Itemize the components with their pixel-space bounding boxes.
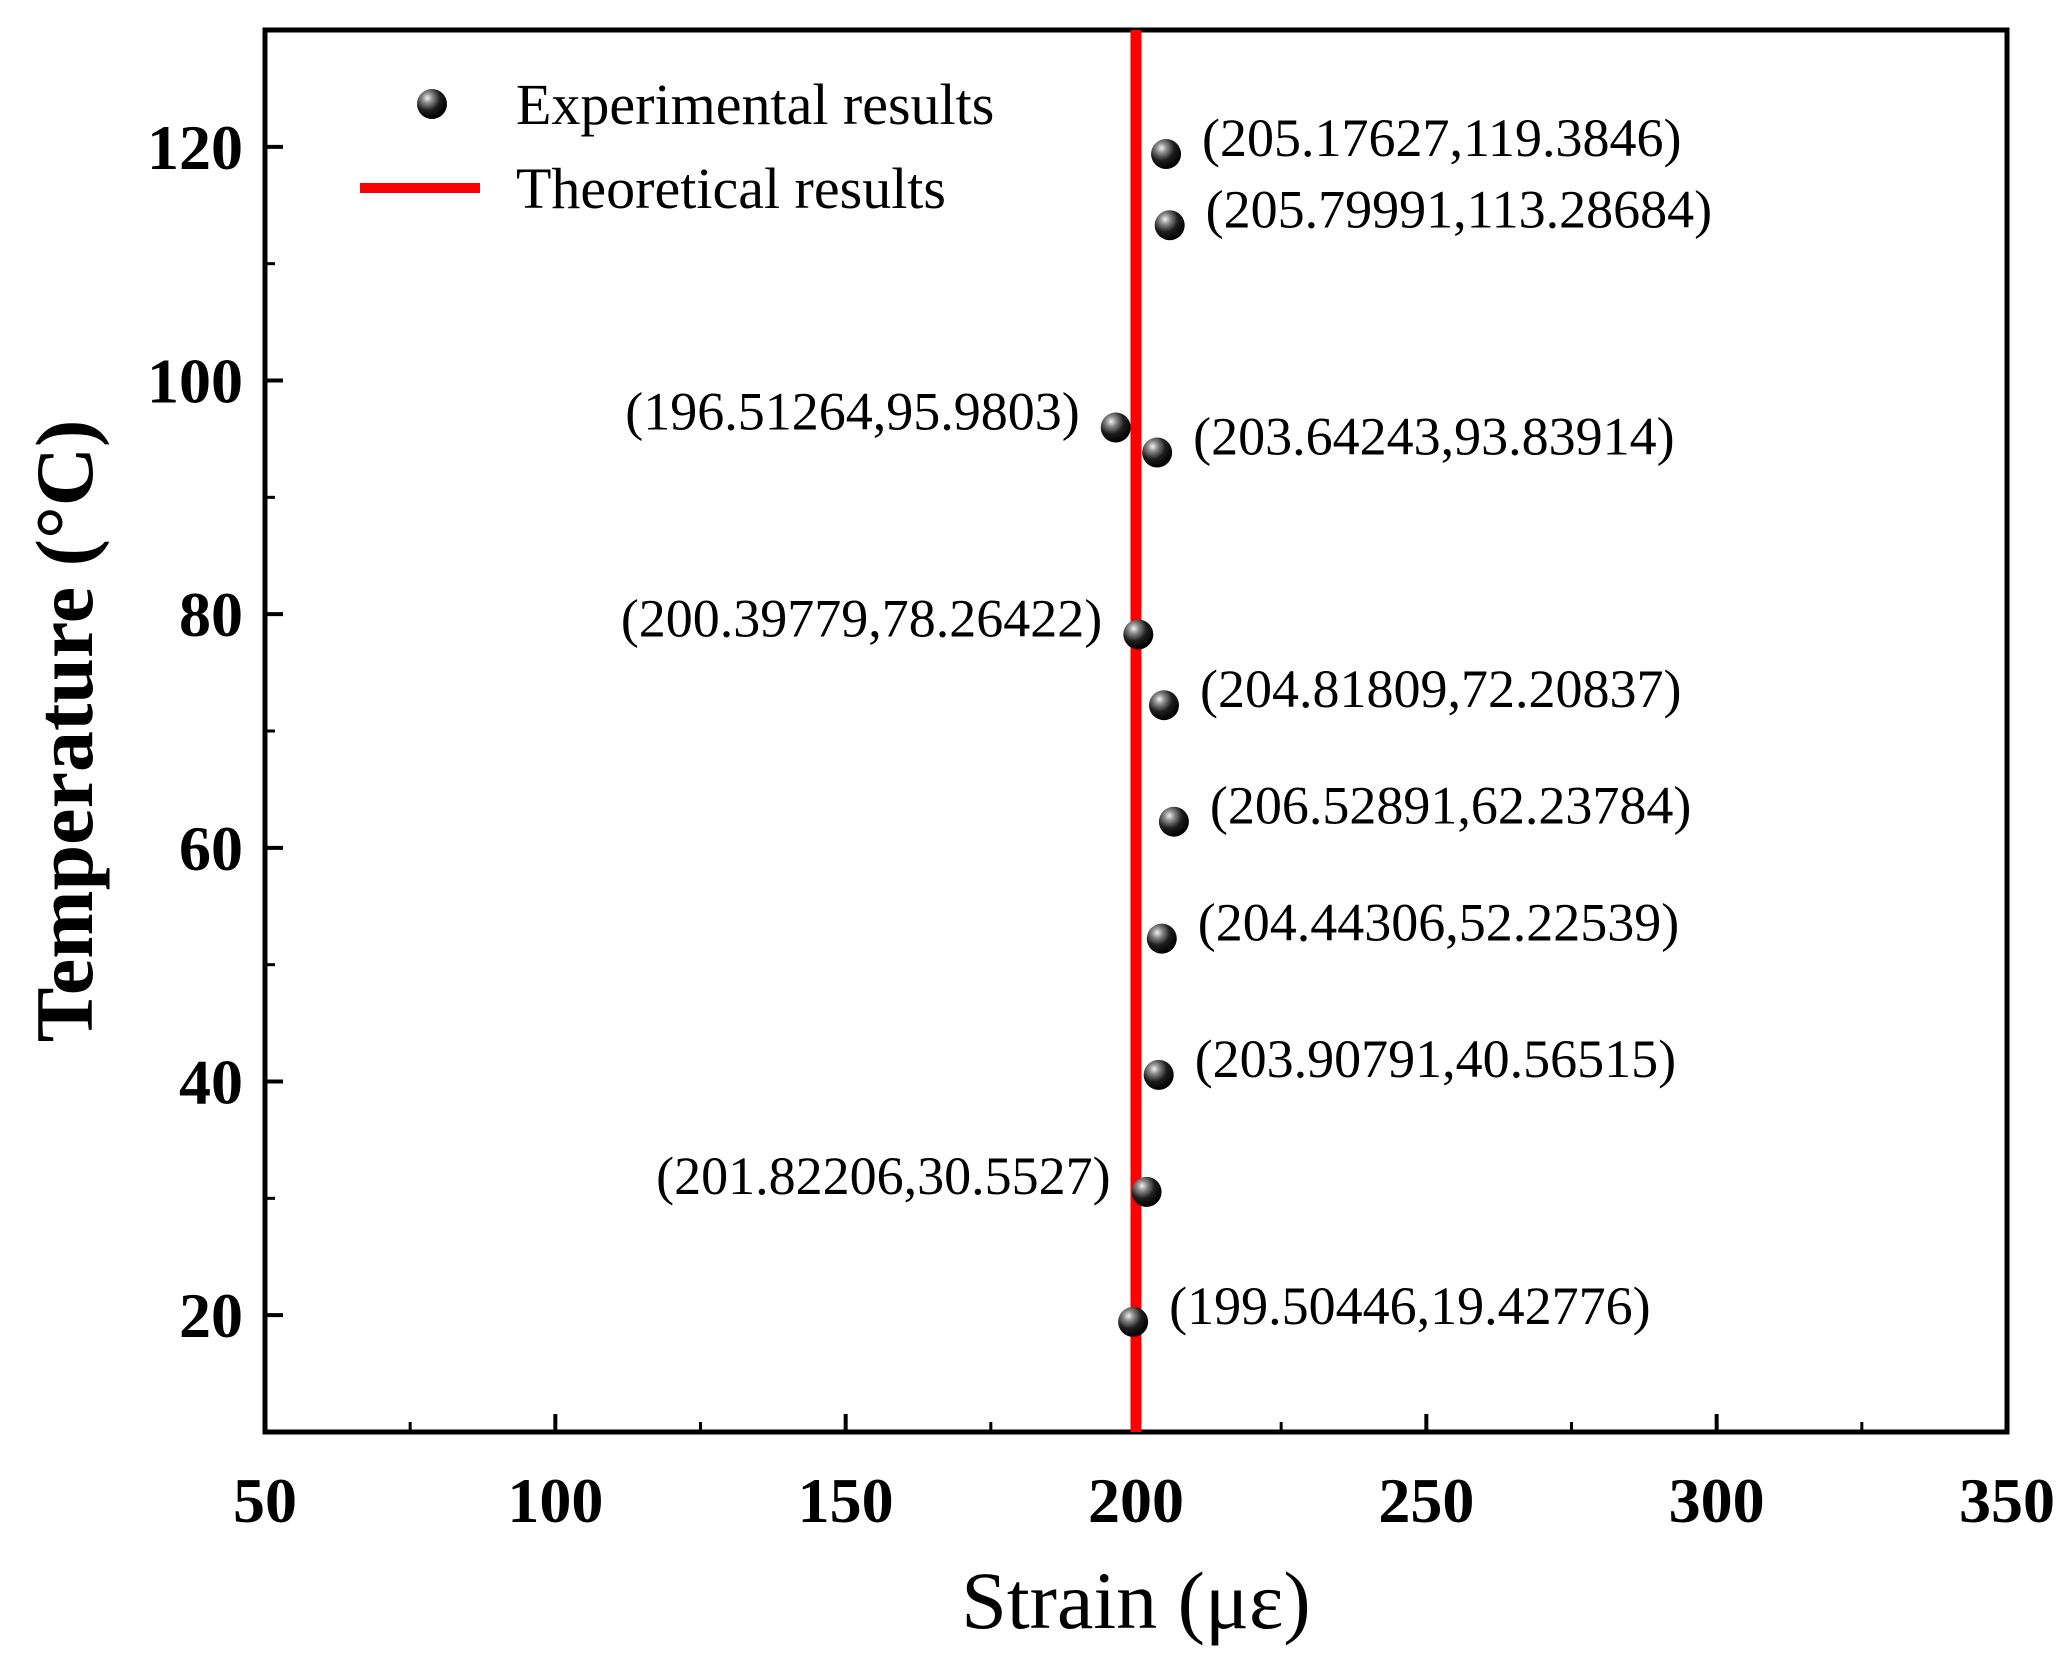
data-point-label: (200.39779,78.26422) xyxy=(621,588,1102,648)
experimental-points-layer xyxy=(1100,139,1189,1337)
y-tick-label: 60 xyxy=(179,813,243,884)
y-tick-label: 100 xyxy=(147,346,243,417)
data-point-label: (199.50446,19.42776) xyxy=(1169,1276,1650,1336)
data-point-label: (204.81809,72.20837) xyxy=(1200,659,1681,719)
x-axis-title: Strain (με) xyxy=(961,1555,1310,1646)
legend: Experimental results Theoretical results xyxy=(360,72,994,221)
y-axis-title: Temperature (°C) xyxy=(19,420,110,1043)
y-tick-label: 120 xyxy=(147,112,243,183)
point-labels-layer: (199.50446,19.42776) (201.82206,30.5527) (… xyxy=(621,108,1712,1336)
data-point-label: (204.44306,52.22539) xyxy=(1198,893,1679,953)
data-point-label: (203.90791,40.56515) xyxy=(1195,1029,1676,1089)
data-point xyxy=(1143,1059,1174,1090)
legend-marker-experimental xyxy=(417,89,447,119)
x-tick-label: 250 xyxy=(1378,1465,1474,1536)
data-point xyxy=(1158,806,1189,837)
data-point-label: (205.79991,113.28684) xyxy=(1206,179,1712,239)
data-point xyxy=(1100,412,1131,443)
data-point-label: (203.64243,93.83914) xyxy=(1193,406,1674,466)
axis-ticks: 50 100 150 200 250 300 350 20 40 60 80 100 120 xyxy=(147,28,2055,1536)
data-point xyxy=(1123,619,1154,650)
x-tick-label: 50 xyxy=(233,1465,297,1536)
data-point xyxy=(1131,1176,1162,1207)
x-tick-label: 300 xyxy=(1669,1465,1765,1536)
data-point-label: (206.52891,62.23784) xyxy=(1210,776,1691,836)
x-tick-label: 200 xyxy=(1088,1465,1184,1536)
data-point-label: (196.51264,95.9803) xyxy=(625,381,1079,441)
data-point xyxy=(1142,437,1173,468)
data-point xyxy=(1154,210,1185,241)
data-point xyxy=(1148,690,1179,721)
legend-label-theoretical: Theoretical results xyxy=(516,156,946,221)
data-point xyxy=(1151,139,1182,170)
x-tick-label: 100 xyxy=(507,1465,603,1536)
data-point-label: (201.82206,30.5527) xyxy=(656,1146,1110,1206)
y-tick-label: 80 xyxy=(179,579,243,650)
data-point xyxy=(1118,1306,1149,1337)
y-tick-label: 40 xyxy=(179,1047,243,1118)
y-tick-label: 20 xyxy=(179,1280,243,1351)
data-point-label: (205.17627,119.3846) xyxy=(1202,108,1681,168)
x-tick-label: 150 xyxy=(798,1465,894,1536)
legend-label-experimental: Experimental results xyxy=(516,72,994,137)
data-point xyxy=(1146,923,1177,954)
x-tick-label: 350 xyxy=(1959,1465,2055,1536)
